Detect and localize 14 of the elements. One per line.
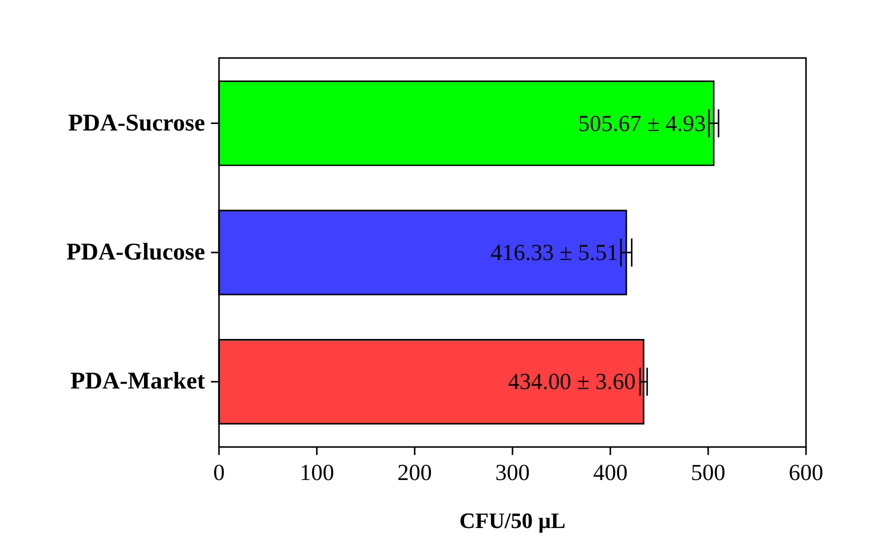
data-label: 434.00 ± 3.60	[508, 369, 636, 394]
x-tick-label: 500	[690, 460, 726, 485]
x-tick-label: 0	[213, 460, 225, 485]
data-label: 505.67 ± 4.93	[578, 110, 706, 136]
x-tick-label: 400	[593, 460, 628, 485]
data-label: 416.33 ± 5.51	[490, 240, 618, 265]
y-tick-label: PDA-Sucrose	[68, 110, 206, 136]
x-tick-label: 600	[788, 460, 824, 485]
x-tick-label: 200	[397, 460, 432, 485]
x-tick-label: 300	[495, 460, 530, 485]
y-tick-label: PDA-Market	[70, 368, 205, 395]
x-tick-label: 100	[300, 460, 334, 485]
y-tick-label: PDA-Glucose	[66, 240, 206, 266]
x-axis-title: CFU/50 µL	[459, 508, 566, 533]
